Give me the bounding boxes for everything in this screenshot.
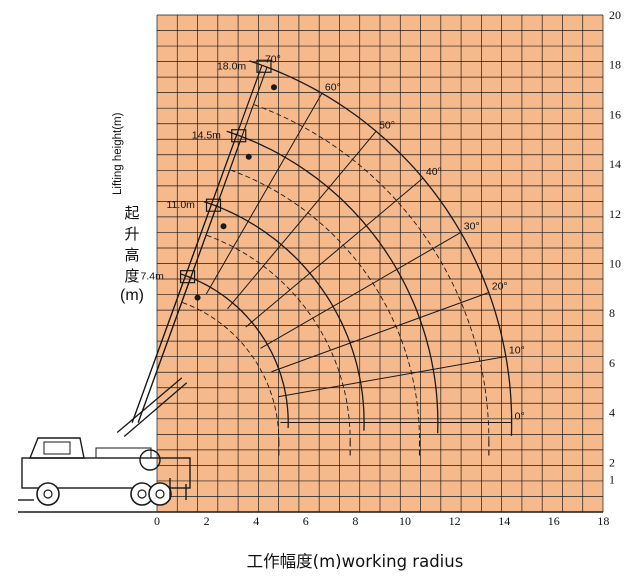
angle-line [271,292,489,373]
boom-length-label: 11.0m [167,199,196,211]
hook-block [270,84,277,91]
angle-line [227,130,377,310]
lower-boom [123,382,188,438]
y-tick-label: 12 [609,207,621,221]
y-tick-label: 4 [609,406,615,420]
y-axis-char: 升 [124,225,140,243]
boom-arc [226,130,439,434]
x-tick-label: 16 [548,514,560,528]
y-tick-label: 14 [609,157,621,171]
y-tick-label: 20 [609,8,621,22]
bed-rail [95,447,152,459]
y-axis-label-english: Lifting height(m) [112,112,124,195]
x-tick-label: 4 [253,514,259,528]
hook-block [220,223,227,230]
hook-arc [206,234,351,441]
wheel-hub [137,489,147,499]
x-tick-label: 18 [597,514,609,528]
wheel [148,482,172,506]
angle-label: 10° [509,345,525,357]
hook-block [245,153,252,160]
truck-cab [28,437,85,459]
boom-tips [131,59,277,423]
x-axis-label: 工作幅度(m)working radius [246,552,464,571]
boom-arc [203,200,365,431]
angle-line [278,356,506,398]
hook-block [194,294,201,301]
turntable [139,449,161,471]
boom-outline [137,67,268,423]
x-tick-label: 10 [399,514,411,528]
hook-arc [182,302,280,441]
y-tick-label: 6 [609,356,615,370]
wheel-hub [155,489,165,499]
angle-label: 0° [515,411,525,423]
hook-arc [254,104,490,441]
x-tick-label: 6 [303,514,309,528]
angle-label: 40° [426,166,442,178]
x-tick-label: 14 [498,514,510,528]
wheel [36,482,60,506]
y-axis-char: 度 [124,267,140,285]
y-tick-label: 8 [609,306,615,320]
y-axis-label-chinese: 起 升 高 度 [118,203,146,287]
angle-label: 50° [379,119,395,131]
y-axis-char: 高 [124,246,140,264]
angle-line [260,232,462,349]
x-tick-label: 8 [352,514,358,528]
angle-label: 30° [464,220,480,232]
angle-label: 70° [265,53,281,65]
hook-arc [230,169,420,441]
boom-length-label: 18.0m [217,60,246,72]
cab-window [43,441,71,455]
x-tick-labels: 0 2 4 6 8 10 12 14 16 18 [154,514,609,528]
boom-arc [249,60,513,436]
y-tick-labels: 20 18 16 14 12 10 8 6 4 2 1 [609,8,621,487]
annotations: 0° 10° 20° 30° 40° 50° 60° 70° 7.4m 11.0m 14.5m 18.… [141,53,525,422]
boom-length-label: 14.5m [192,130,221,142]
y-tick-label: 16 [609,107,621,121]
y-tick-label: 2 [609,455,615,469]
wheel-hub [43,489,53,499]
x-tick-label: 2 [204,514,210,528]
y-tick-label: 1 [609,473,615,487]
boom-length-label: 7.4m [141,271,165,283]
x-tick-label: 12 [449,514,461,528]
y-axis-char: 起 [124,204,140,222]
y-tick-label: 18 [609,58,621,72]
angle-label: 20° [492,281,508,293]
angle-label: 60° [325,81,341,93]
angle-line [245,177,424,328]
boom-outline [131,65,263,423]
y-axis-unit: (m) [120,287,144,304]
boom-head [256,59,272,73]
angle-line [205,93,323,295]
boom-arc [180,273,289,429]
y-tick-label: 10 [609,257,621,271]
x-tick-label: 0 [154,514,160,528]
crane-truck-illustration [18,377,191,506]
boom-arcs [180,60,513,457]
lower-boom [116,377,183,434]
